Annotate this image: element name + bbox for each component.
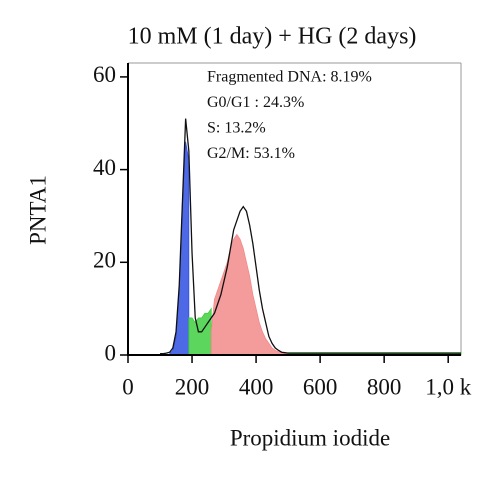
y-tick-label: 60 (93, 62, 116, 87)
histogram-area (169, 141, 190, 356)
x-tick-label: 600 (303, 374, 338, 399)
chart-title: 10 mM (1 day) + HG (2 days) (128, 24, 417, 50)
x-tick-label: 0 (122, 374, 134, 399)
x-tick-label: 800 (367, 374, 402, 399)
y-tick-label: 40 (93, 155, 116, 180)
annotation: S: 13.2% (207, 120, 266, 137)
annotation: Fragmented DNA: 8.19% (207, 69, 372, 86)
histogram-area (210, 233, 289, 356)
y-tick-label: 0 (105, 340, 117, 365)
x-axis-label: Propidium iodide (230, 425, 390, 450)
annotation: G0/G1 : 24.3% (207, 94, 304, 111)
x-tick-label: 1,0 k (425, 374, 472, 399)
y-axis-label: PNTA1 (25, 175, 50, 245)
x-tick-label: 200 (175, 374, 210, 399)
y-tick-label: 20 (93, 248, 116, 273)
histogram-line (160, 118, 461, 355)
annotation: G2/M: 53.1% (207, 145, 295, 162)
x-tick-label: 400 (239, 374, 274, 399)
